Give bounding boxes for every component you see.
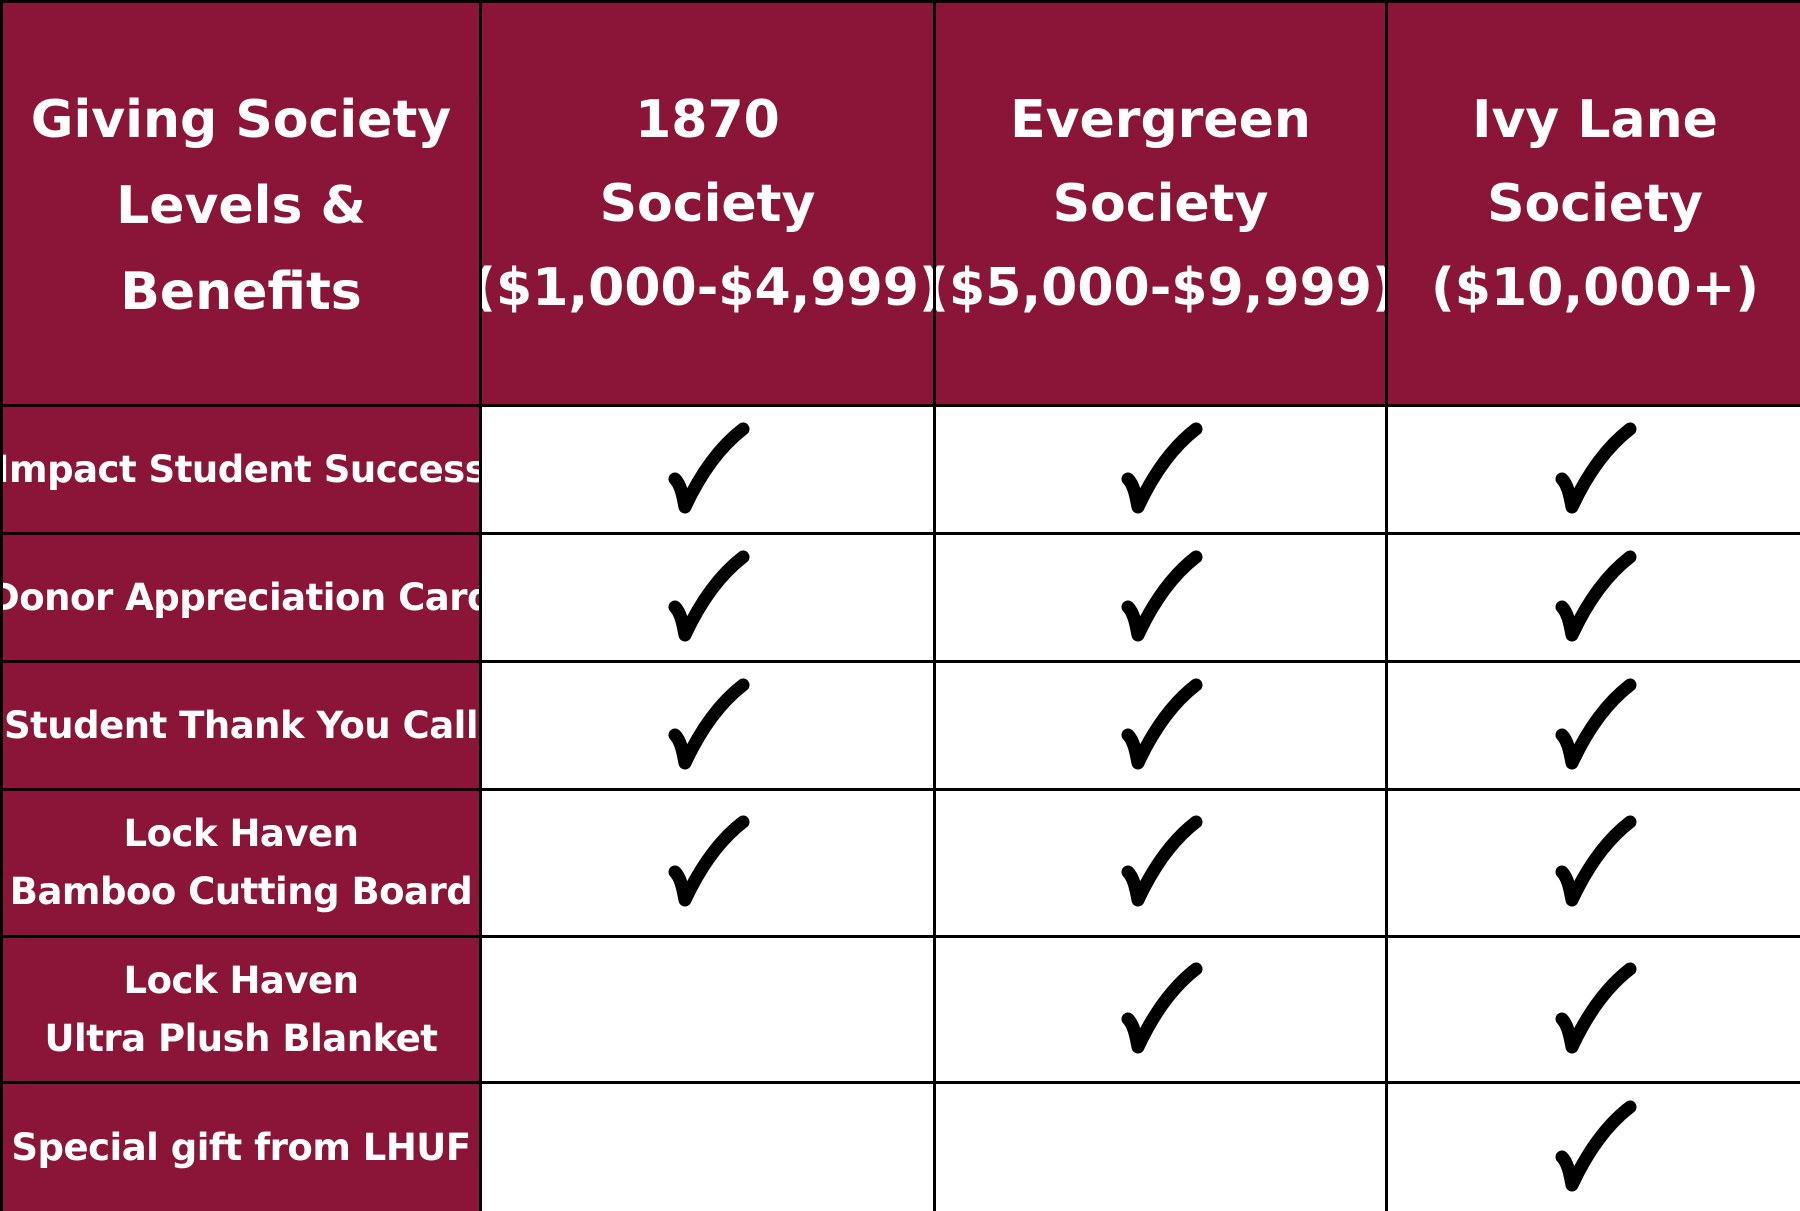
column-header-line-1: 1870 xyxy=(635,89,780,150)
row-label-special-gift-from-lhuf: Special gift from LHUF xyxy=(3,1084,479,1211)
row-label-line-2: Ultra Plush Blanket xyxy=(44,1016,438,1060)
checkmark-icon xyxy=(1555,550,1637,641)
benefit-cell xyxy=(482,663,933,788)
row-label-student-thank-you-call: Student Thank You Call xyxy=(3,663,479,788)
column-header-line-2: Society xyxy=(1487,173,1703,234)
checkmark-icon xyxy=(1121,422,1202,513)
checkmark-icon xyxy=(1121,962,1202,1053)
row-label-lock-haven-ultra-plush-blanket: Lock Haven Ultra Plush Blanket xyxy=(3,938,479,1081)
benefit-cell xyxy=(482,535,933,660)
column-header-line-3: ($10,000+) xyxy=(1431,257,1759,318)
benefit-cell xyxy=(482,938,933,1081)
checkmark-icon xyxy=(668,550,749,641)
benefit-cell xyxy=(482,1084,933,1211)
checkmark-icon xyxy=(1555,815,1637,907)
table-title-line-1: Giving Society xyxy=(30,89,452,150)
column-header-line-3: ($5,000-$9,999) xyxy=(936,257,1385,318)
benefit-cell xyxy=(1388,535,1800,660)
benefit-cell xyxy=(1388,663,1800,788)
benefit-cell xyxy=(482,791,933,935)
row-label-line-1: Lock Haven xyxy=(123,812,359,855)
table-title: Giving Society Levels & Benefits xyxy=(3,3,479,404)
row-label-lock-haven-bamboo-cutting-board: Lock Haven Bamboo Cutting Board xyxy=(3,791,479,935)
table-title-line-2: Levels & Benefits xyxy=(116,175,366,322)
row-label-donor-appreciation-card: Donor Appreciation Card xyxy=(3,535,479,660)
row-label-line-1: Impact Student Success xyxy=(3,447,479,491)
row-label-impact-student-success: Impact Student Success xyxy=(3,407,479,532)
row-label-line-1: Donor Appreciation Card xyxy=(3,575,479,619)
checkmark-icon xyxy=(1555,678,1637,769)
checkmark-icon xyxy=(1121,550,1202,641)
column-header-line-1: Evergreen xyxy=(1010,89,1311,150)
column-header-line-3: ($1,000-$4,999) xyxy=(482,257,933,318)
column-header-line-2: Society xyxy=(1052,173,1269,234)
checkmark-icon xyxy=(1555,962,1637,1053)
benefit-cell xyxy=(482,407,933,532)
row-label-line-1: Lock Haven xyxy=(123,958,359,1002)
benefit-cell xyxy=(936,1084,1385,1211)
checkmark-icon xyxy=(668,422,749,513)
column-header-line-2: Society xyxy=(599,173,816,234)
benefit-cell xyxy=(1388,407,1800,532)
checkmark-icon xyxy=(1121,678,1202,769)
benefit-cell xyxy=(936,938,1385,1081)
benefit-cell xyxy=(1388,938,1800,1081)
row-label-line-1: Special gift from LHUF xyxy=(11,1125,471,1169)
column-header-1870: 1870 Society ($1,000-$4,999) xyxy=(482,3,933,404)
benefit-cell xyxy=(936,535,1385,660)
benefit-cell xyxy=(936,407,1385,532)
benefit-cell xyxy=(1388,1084,1800,1211)
benefit-cell xyxy=(936,791,1385,935)
benefit-cell xyxy=(936,663,1385,788)
column-header-evergreen: Evergreen Society ($5,000-$9,999) xyxy=(936,3,1385,404)
checkmark-icon xyxy=(1555,422,1637,513)
checkmark-icon xyxy=(1121,815,1202,907)
benefit-cell xyxy=(1388,791,1800,935)
checkmark-icon xyxy=(1555,1100,1637,1191)
checkmark-icon xyxy=(668,678,749,769)
checkmark-icon xyxy=(668,815,749,907)
column-header-ivy-lane: Ivy Lane Society ($10,000+) xyxy=(1388,3,1800,404)
column-header-line-1: Ivy Lane xyxy=(1472,89,1718,150)
row-label-line-1: Student Thank You Call xyxy=(3,703,479,747)
row-label-line-2: Bamboo Cutting Board xyxy=(9,870,473,913)
